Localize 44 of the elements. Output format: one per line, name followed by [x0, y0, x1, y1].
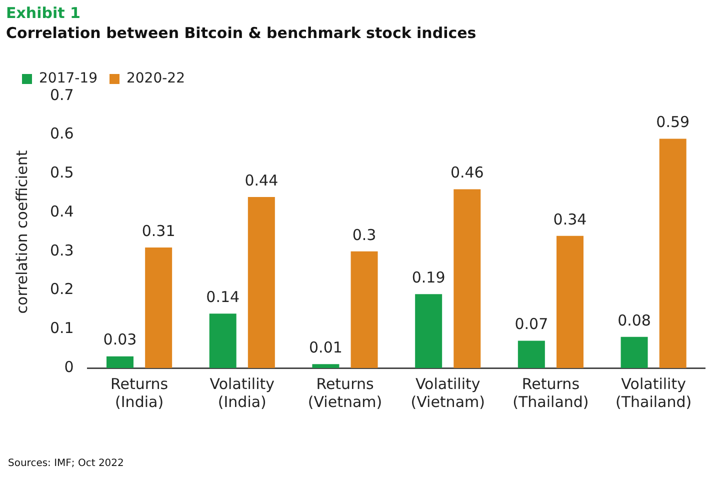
- y-tick-label: 0.6: [50, 124, 74, 143]
- bar: [350, 251, 378, 368]
- bar: [415, 294, 442, 368]
- y-tick-label: 0.3: [50, 241, 74, 260]
- data-label: 0.3: [352, 226, 376, 244]
- data-label: 0.08: [618, 311, 651, 330]
- bar: [454, 189, 481, 368]
- data-label: 0.31: [142, 222, 176, 240]
- x-tick-label: Volatility (Vietnam): [410, 374, 485, 411]
- bar: [659, 138, 686, 368]
- chart-title: Exhibit 1: [6, 4, 80, 22]
- y-tick-label: 0.4: [50, 202, 74, 220]
- x-tick-label: Volatility (Thailand): [616, 374, 692, 411]
- data-label: 0.19: [412, 268, 446, 287]
- data-label: 0.44: [244, 171, 278, 190]
- data-label: 0.07: [514, 315, 548, 334]
- data-label: 0.03: [103, 330, 137, 349]
- chart-subtitle: Correlation between Bitcoin & benchmark stock indices: [6, 24, 476, 42]
- y-axis-title: correlation coefficient: [12, 150, 31, 314]
- y-tick-label: 0.5: [50, 164, 74, 182]
- bar: [248, 197, 275, 368]
- y-tick-label: 0.2: [50, 280, 74, 298]
- x-tick-label: Returns (Vietnam): [308, 374, 382, 411]
- source-note: Sources: IMF; Oct 2022: [8, 458, 124, 469]
- bar: [209, 314, 236, 368]
- bar: [312, 364, 340, 368]
- x-tick-label: Returns (India): [110, 374, 168, 411]
- bar: [106, 356, 134, 368]
- legend-label: 2020-22: [126, 70, 185, 87]
- legend-label: 2017-19: [39, 70, 98, 87]
- x-tick-label: Volatility (India): [210, 374, 275, 411]
- y-tick-label: 0.1: [50, 319, 74, 338]
- data-label: 0.34: [553, 210, 587, 228]
- bar: [145, 248, 172, 368]
- data-label: 0.01: [309, 338, 342, 357]
- bar: [518, 340, 545, 368]
- bar: [620, 336, 648, 368]
- data-label: 0.59: [656, 113, 690, 132]
- data-label: 0.14: [206, 288, 240, 306]
- x-tick-label: Returns (Thailand): [512, 374, 589, 411]
- bar: [556, 236, 584, 368]
- data-label: 0.46: [450, 164, 484, 182]
- y-tick-label: 0.7: [50, 86, 74, 104]
- y-tick-label: 0: [64, 358, 74, 376]
